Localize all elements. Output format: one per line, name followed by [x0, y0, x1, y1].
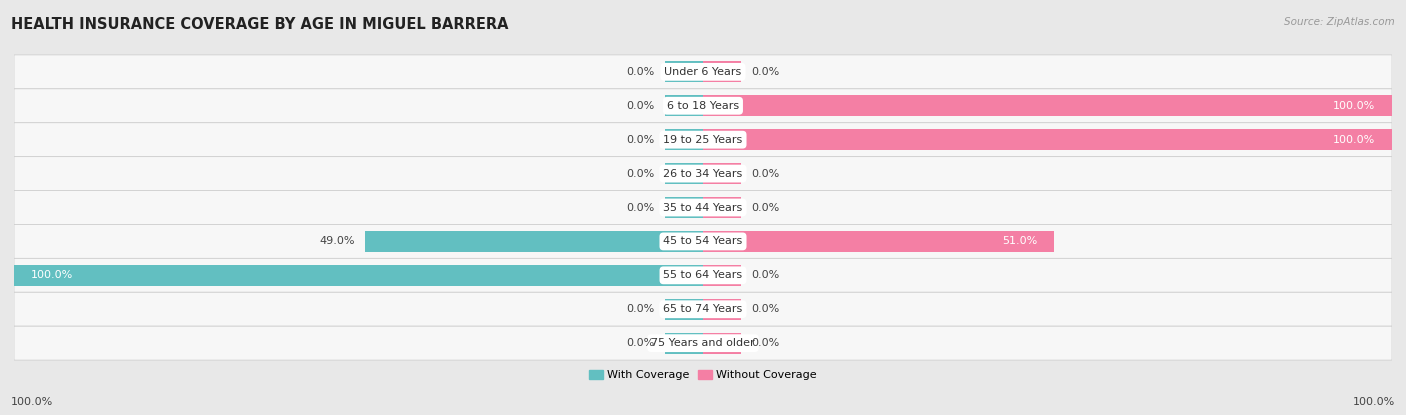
- Bar: [703, 95, 1392, 116]
- Bar: [703, 163, 741, 184]
- Text: 0.0%: 0.0%: [751, 304, 779, 314]
- Text: 100.0%: 100.0%: [1353, 397, 1395, 407]
- Text: 100.0%: 100.0%: [31, 270, 73, 280]
- Text: 19 to 25 Years: 19 to 25 Years: [664, 135, 742, 145]
- Text: 75 Years and older: 75 Years and older: [651, 338, 755, 348]
- Bar: [665, 333, 703, 354]
- Text: HEALTH INSURANCE COVERAGE BY AGE IN MIGUEL BARRERA: HEALTH INSURANCE COVERAGE BY AGE IN MIGU…: [11, 17, 509, 32]
- Text: 0.0%: 0.0%: [627, 168, 655, 178]
- Text: 6 to 18 Years: 6 to 18 Years: [666, 101, 740, 111]
- Text: Source: ZipAtlas.com: Source: ZipAtlas.com: [1284, 17, 1395, 27]
- Legend: With Coverage, Without Coverage: With Coverage, Without Coverage: [585, 366, 821, 385]
- Text: 100.0%: 100.0%: [1333, 135, 1375, 145]
- Text: 65 to 74 Years: 65 to 74 Years: [664, 304, 742, 314]
- Text: Under 6 Years: Under 6 Years: [665, 67, 741, 77]
- Text: 0.0%: 0.0%: [751, 270, 779, 280]
- FancyBboxPatch shape: [14, 190, 1392, 225]
- Text: 35 to 44 Years: 35 to 44 Years: [664, 203, 742, 212]
- Text: 55 to 64 Years: 55 to 64 Years: [664, 270, 742, 280]
- FancyBboxPatch shape: [14, 326, 1392, 360]
- Bar: [665, 95, 703, 116]
- FancyBboxPatch shape: [14, 156, 1392, 190]
- FancyBboxPatch shape: [14, 123, 1392, 156]
- Bar: [665, 163, 703, 184]
- FancyBboxPatch shape: [14, 225, 1392, 259]
- Text: 45 to 54 Years: 45 to 54 Years: [664, 237, 742, 247]
- FancyBboxPatch shape: [14, 89, 1392, 123]
- Text: 49.0%: 49.0%: [319, 237, 356, 247]
- Text: 26 to 34 Years: 26 to 34 Years: [664, 168, 742, 178]
- Text: 0.0%: 0.0%: [627, 338, 655, 348]
- Text: 0.0%: 0.0%: [751, 67, 779, 77]
- FancyBboxPatch shape: [14, 259, 1392, 292]
- Bar: [665, 197, 703, 218]
- Bar: [703, 299, 741, 320]
- Text: 0.0%: 0.0%: [627, 304, 655, 314]
- Bar: [665, 299, 703, 320]
- Bar: [703, 231, 1054, 252]
- Bar: [14, 265, 703, 286]
- Bar: [703, 197, 741, 218]
- Bar: [703, 129, 1392, 150]
- Bar: [703, 333, 741, 354]
- Text: 0.0%: 0.0%: [751, 338, 779, 348]
- Text: 0.0%: 0.0%: [751, 168, 779, 178]
- FancyBboxPatch shape: [14, 55, 1392, 89]
- Bar: [703, 61, 741, 82]
- Bar: [665, 61, 703, 82]
- Text: 0.0%: 0.0%: [627, 203, 655, 212]
- Text: 100.0%: 100.0%: [1333, 101, 1375, 111]
- FancyBboxPatch shape: [14, 292, 1392, 326]
- Text: 0.0%: 0.0%: [627, 135, 655, 145]
- Text: 0.0%: 0.0%: [751, 203, 779, 212]
- Text: 0.0%: 0.0%: [627, 101, 655, 111]
- Bar: [703, 265, 741, 286]
- Text: 51.0%: 51.0%: [1002, 237, 1038, 247]
- Bar: [366, 231, 703, 252]
- Text: 100.0%: 100.0%: [11, 397, 53, 407]
- Bar: [665, 129, 703, 150]
- Text: 0.0%: 0.0%: [627, 67, 655, 77]
